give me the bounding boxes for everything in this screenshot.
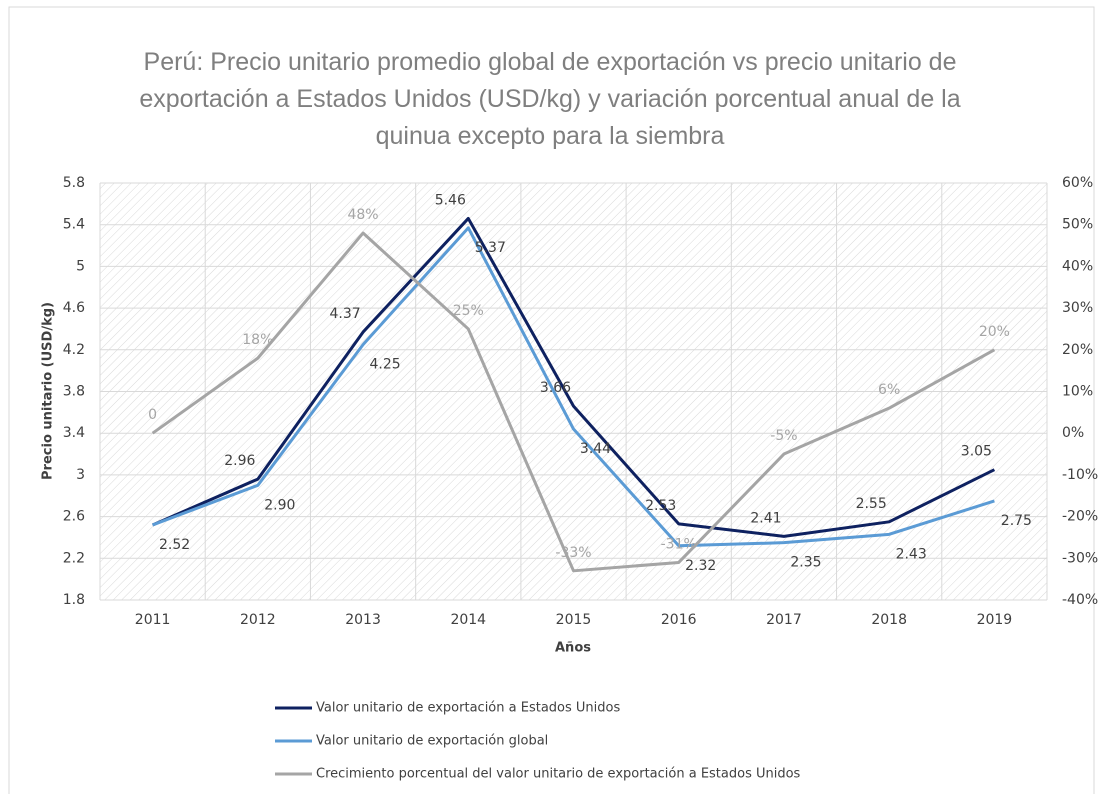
data-label: -33% <box>555 545 591 561</box>
data-label: -5% <box>770 428 797 444</box>
data-label: 4.37 <box>329 306 360 322</box>
data-label: 3.44 <box>580 441 611 457</box>
data-label: 3.05 <box>961 444 992 460</box>
x-tick-label: 2012 <box>240 612 276 628</box>
data-label: 25% <box>453 303 484 319</box>
series-line <box>151 231 996 573</box>
legend-label: Valor unitario de exportación a Estados … <box>316 701 620 716</box>
series-line <box>152 226 995 548</box>
data-label: 5.46 <box>435 192 466 208</box>
y2-tick-label: 50% <box>1062 217 1093 233</box>
data-label: 2.75 <box>1001 513 1032 529</box>
y-tick-label: 3.8 <box>63 384 85 400</box>
x-tick-label: 2011 <box>135 612 171 628</box>
y-tick-label: 3 <box>76 467 85 483</box>
x-axis-label: Años <box>555 641 591 656</box>
x-tick-label: 2016 <box>661 612 697 628</box>
y2-tick-label: 10% <box>1062 384 1093 400</box>
y-tick-label: 5.8 <box>63 175 85 191</box>
x-tick-label: 2014 <box>450 612 486 628</box>
data-label: 3.66 <box>540 380 571 396</box>
data-label: 2.90 <box>264 497 295 513</box>
data-label: -31% <box>661 536 697 552</box>
y2-tick-label: -10% <box>1062 467 1098 483</box>
y2-tick-label: 20% <box>1062 342 1093 358</box>
data-label: 2.55 <box>856 496 887 512</box>
y-tick-label: 3.4 <box>63 425 85 441</box>
x-tick-label: 2015 <box>556 612 592 628</box>
y-tick-label: 4.2 <box>63 342 85 358</box>
data-label: 18% <box>242 332 273 348</box>
data-label: 48% <box>347 207 378 223</box>
y-tick-label: 2.2 <box>63 550 85 566</box>
data-label: 2.52 <box>159 537 190 553</box>
x-tick-label: 2013 <box>345 612 381 628</box>
y2-tick-label: -40% <box>1062 592 1098 608</box>
data-label: 2.53 <box>645 498 676 514</box>
data-label: 5.37 <box>475 240 506 256</box>
y-tick-label: 1.8 <box>63 592 85 608</box>
y2-tick-label: 60% <box>1062 175 1093 191</box>
y-tick-label: 2.6 <box>63 509 85 525</box>
chart-title: Perú: Precio unitario promedio global de… <box>139 48 961 150</box>
y2-tick-label: 30% <box>1062 300 1093 316</box>
data-label: 2.32 <box>685 558 716 574</box>
legend-label: Crecimiento porcentual del valor unitari… <box>316 767 801 782</box>
y2-tick-label: 40% <box>1062 258 1093 274</box>
legend-label: Valor unitario de exportación global <box>316 734 548 749</box>
data-label: 6% <box>878 382 900 398</box>
data-label: 2.96 <box>224 453 255 469</box>
x-tick-label: 2018 <box>871 612 907 628</box>
data-label: 20% <box>979 324 1010 340</box>
x-tick-label: 2019 <box>977 612 1013 628</box>
series-line <box>152 216 996 538</box>
y2-tick-label: -30% <box>1062 550 1098 566</box>
y-axis-label: Precio unitario (USD/kg) <box>41 302 56 480</box>
data-label: 0 <box>148 407 157 423</box>
data-label: 2.35 <box>790 555 821 571</box>
data-label: 4.25 <box>369 357 400 373</box>
y2-tick-label: 0% <box>1062 425 1084 441</box>
y2-tick-label: -20% <box>1062 509 1098 525</box>
y-tick-label: 4.6 <box>63 300 85 316</box>
x-tick-label: 2017 <box>766 612 802 628</box>
data-label: 2.41 <box>750 510 781 526</box>
chart-border <box>8 6 1095 794</box>
y-tick-label: 5 <box>76 258 85 274</box>
data-label: 2.43 <box>896 546 927 562</box>
y-tick-label: 5.4 <box>63 217 85 233</box>
